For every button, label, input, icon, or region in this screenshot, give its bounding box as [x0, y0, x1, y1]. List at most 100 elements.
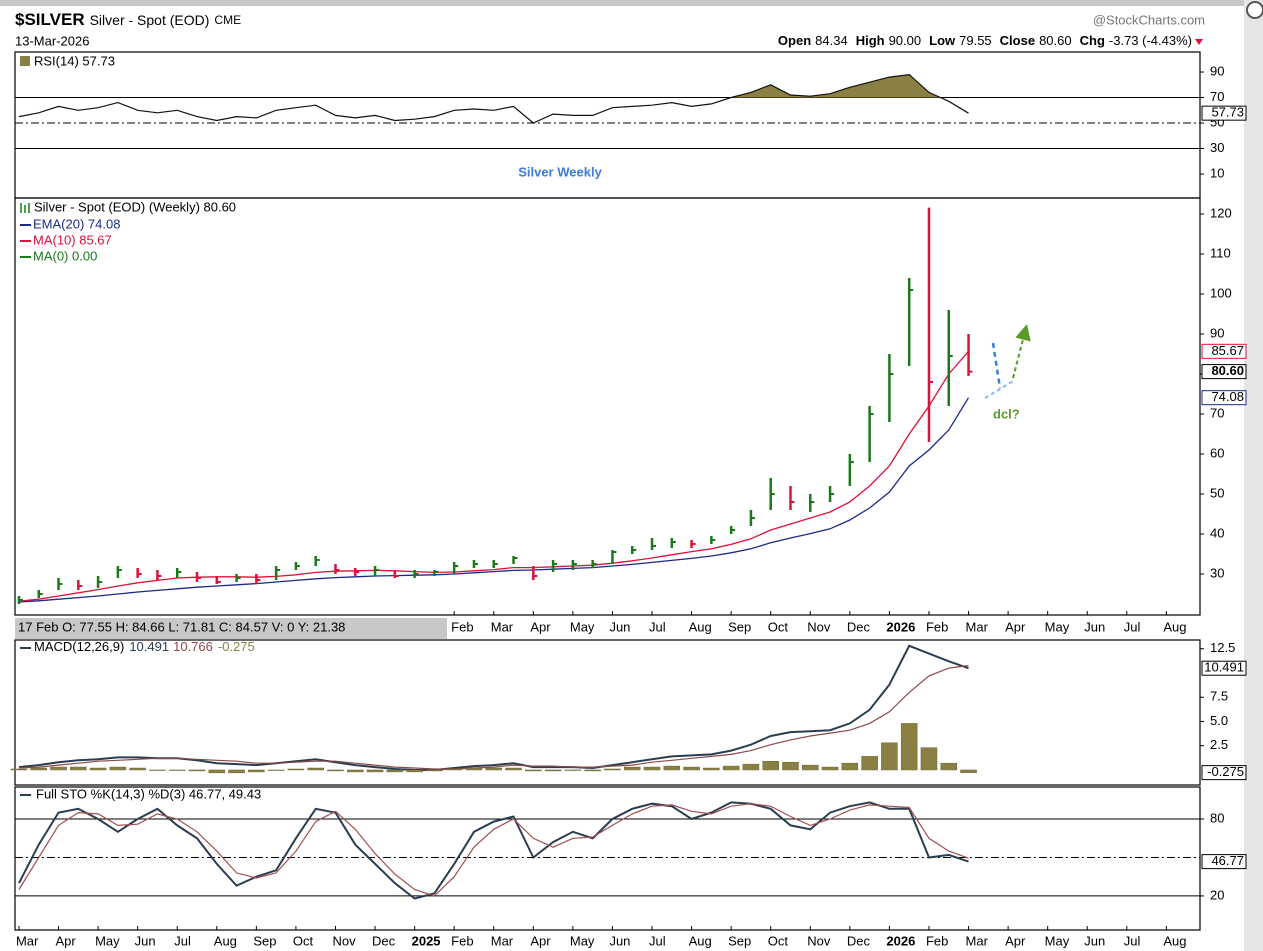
x-tick-label: Jun	[609, 619, 630, 634]
x-tick-label: Feb	[451, 619, 473, 634]
x-tick-label: Apr	[56, 933, 77, 948]
x-tick-label: May	[570, 619, 595, 634]
histogram-bar	[129, 767, 146, 771]
histogram-bar	[426, 769, 443, 772]
value-tag-label: 80.60	[1211, 363, 1244, 378]
legend-entry: MA(0) 0.00	[33, 248, 97, 263]
histogram-bar	[683, 766, 700, 771]
y-tick-label: 70	[1210, 89, 1224, 104]
value-tag	[1201, 343, 1247, 359]
value-tag-label: 46.77	[1211, 853, 1244, 868]
histogram-bar	[228, 769, 245, 774]
histogram-bar	[327, 769, 344, 772]
panel-border	[14, 639, 1201, 786]
x-tick-label: Apr	[530, 619, 551, 634]
x-tick-label: Sep	[728, 933, 751, 948]
y-tick-label: 40	[1210, 525, 1224, 540]
y-tick-label: 80	[1210, 810, 1224, 825]
x-tick-label: 2026	[886, 933, 915, 948]
price-legend: Silver - Spot (EOD) (Weekly) 80.60	[34, 199, 236, 214]
x-tick-label: Mar	[491, 933, 514, 948]
macd-legend-name: MACD(12,26,9)	[34, 639, 124, 654]
y-tick-label: 90	[1210, 325, 1224, 340]
x-tick-label: Sep	[253, 933, 276, 948]
x-tick-label: Oct	[768, 933, 789, 948]
histogram-bar	[623, 766, 641, 771]
histogram-bar	[940, 762, 958, 771]
moving-average-line	[18, 397, 970, 603]
x-tick-label: Mar	[491, 619, 514, 634]
histogram-bar	[525, 769, 542, 772]
date: 13-Mar-2026	[15, 33, 89, 48]
x-tick-label: Jul	[1124, 619, 1141, 634]
histogram-bar	[564, 769, 582, 771]
histogram-bar	[920, 747, 938, 771]
y-tick-label: 5.0	[1210, 713, 1228, 728]
quote-value: 84.34	[815, 33, 848, 48]
y-tick-label: 120	[1210, 205, 1232, 220]
brand: @StockCharts.com	[1093, 12, 1205, 27]
x-tick-label: Jul	[649, 619, 666, 634]
rsi-legend-icon	[20, 56, 30, 66]
projection-down	[991, 342, 1002, 389]
header-title: $SILVER Silver - Spot (EOD) CME	[15, 10, 241, 29]
y-tick-label: 110	[1210, 245, 1231, 260]
quote-value: -3.73 (-4.43%)	[1109, 33, 1192, 48]
value-tag-label: 57.73	[1211, 105, 1244, 120]
x-tick-label: Aug	[214, 933, 237, 948]
macd-line	[18, 644, 969, 771]
x-tick-label: Dec	[372, 933, 396, 948]
x-tick-label: Jul	[1124, 933, 1141, 948]
x-tick-label: Apr	[1005, 619, 1026, 634]
histogram-bar	[188, 769, 206, 772]
histogram-bar	[742, 763, 760, 771]
histogram-bar	[287, 768, 305, 771]
histogram-bar	[366, 769, 384, 773]
x-tick-label: Nov	[332, 933, 356, 948]
x-tick-label: Jun	[1084, 619, 1105, 634]
quote-label: High	[856, 33, 885, 48]
x-tick-label: May	[1045, 933, 1070, 948]
x-tick-label: Jul	[649, 933, 666, 948]
quote-label: Low	[929, 33, 956, 48]
histogram-bar	[208, 769, 226, 774]
y-tick-label: 100	[1210, 285, 1232, 300]
panel-annotation: Silver Weekly	[518, 164, 602, 179]
panel-border	[14, 197, 1201, 616]
x-tick-label: Mar	[966, 619, 989, 634]
x-tick-label: May	[570, 933, 595, 948]
histogram-bar	[703, 767, 720, 771]
value-tag	[1201, 660, 1247, 676]
histogram-bar	[821, 766, 839, 771]
histogram-bar	[960, 769, 977, 773]
histogram-bar	[168, 769, 186, 771]
histogram-bar	[861, 756, 878, 771]
quote-line: Open 84.34 High 90.00 Low 79.55 Close 80.60 Chg -…	[778, 33, 1192, 48]
histogram-bar	[445, 768, 463, 771]
x-tick-label: May	[1045, 619, 1070, 634]
value-tag	[1201, 364, 1247, 380]
histogram-bar	[544, 769, 562, 772]
stochastic-line	[18, 801, 969, 900]
y-tick-label: 30	[1210, 565, 1224, 580]
macd-legend: MACD(12,26,9) 10.491 10.766 -0.275	[34, 639, 255, 654]
x-tick-label: Mar	[16, 933, 39, 948]
macd-legend-value: 10.766	[173, 639, 213, 654]
y-tick-label: 7.5	[1210, 689, 1228, 704]
histogram-bar	[485, 767, 502, 771]
price-legend-icon	[20, 203, 30, 213]
histogram-bar	[663, 765, 681, 771]
x-tick-label: Jun	[135, 933, 156, 948]
x-tick-label: Aug	[1163, 933, 1186, 948]
macd-legend-value: 10.491	[129, 639, 169, 654]
quote-label: Close	[1000, 33, 1035, 48]
y-tick-label: 50	[1210, 485, 1224, 500]
histogram-bar	[802, 764, 819, 771]
y-tick-label: 90	[1210, 63, 1224, 78]
y-tick-label: 30	[1210, 140, 1224, 155]
y-tick-label: 70	[1210, 405, 1224, 420]
histogram-bar	[406, 769, 423, 773]
close-button[interactable]	[1246, 1, 1263, 19]
quote-value: 79.55	[959, 33, 992, 48]
